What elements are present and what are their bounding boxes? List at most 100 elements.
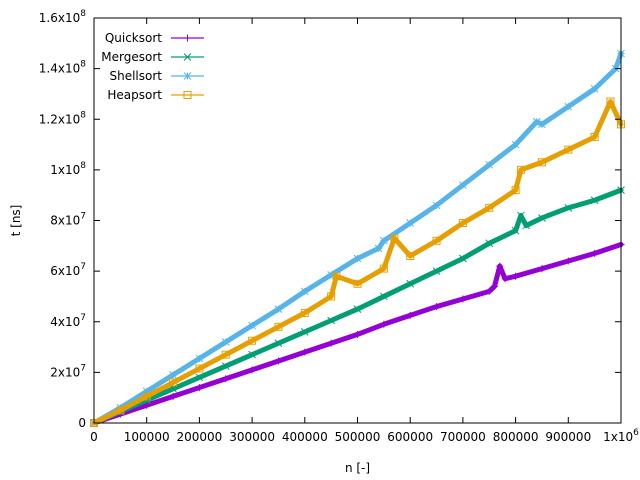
mergesort-point	[300, 328, 309, 336]
x-tick-label: 800000	[493, 430, 539, 444]
shellsort-point	[511, 140, 520, 149]
quicksort-point	[143, 401, 151, 409]
mergesort-point	[590, 196, 599, 205]
heapsort-point	[511, 186, 520, 195]
legend-item-shellsort: Shellsort	[109, 69, 204, 83]
legend-marker-icon	[183, 72, 192, 80]
quicksort-point	[564, 257, 572, 265]
legend-marker-icon	[183, 53, 192, 61]
shellsort-point	[532, 117, 541, 126]
heapsort-series	[90, 97, 625, 427]
heapsort-point	[516, 165, 525, 174]
quicksort-point	[491, 282, 499, 290]
shellsort-line	[93, 53, 622, 424]
y-tick-label: 1.4x108	[39, 60, 86, 76]
quicksort-point	[591, 249, 599, 257]
quicksort-point	[195, 384, 203, 392]
x-tick-label: 400000	[282, 430, 328, 444]
mergesort-point	[564, 203, 573, 212]
mergesort-point	[517, 211, 525, 220]
heapsort-point	[221, 350, 230, 359]
quicksort-point	[169, 392, 177, 400]
legend-label: Shellsort	[109, 69, 162, 83]
shellsort-point	[169, 371, 177, 379]
mergesort-point	[195, 373, 204, 382]
legend-label: Heapsort	[107, 88, 162, 102]
quicksort-point	[512, 272, 520, 280]
mergesort-point	[522, 221, 530, 230]
quicksort-point	[248, 366, 256, 374]
legend: Quicksort Mergesort Shellsort Heapsort	[101, 31, 204, 102]
heapsort-point	[537, 158, 546, 167]
legend-item-quicksort: Quicksort	[105, 31, 204, 45]
shellsort-point	[459, 181, 467, 189]
y-tick-label: 4x107	[50, 313, 86, 329]
heapsort-point	[379, 264, 388, 273]
mergesort-point	[406, 279, 415, 288]
shellsort-band	[91, 50, 624, 426]
y-tick-label: 8x107	[50, 212, 86, 228]
quicksort-point	[485, 287, 493, 295]
heapsort-point	[116, 406, 125, 415]
x-tick-label: 1x106	[603, 428, 639, 444]
legend-label: Mergesort	[101, 50, 162, 64]
legend-item-heapsort: Heapsort	[107, 88, 204, 102]
shellsort-series	[90, 49, 625, 427]
mergesort-point	[248, 350, 256, 359]
x-tick-label: 200000	[176, 430, 222, 444]
x-tick-label: 500000	[335, 430, 381, 444]
mergesort-point	[353, 305, 362, 313]
legend-marker-icon	[183, 91, 192, 99]
shellsort-point	[142, 387, 151, 396]
heapsort-point	[432, 236, 441, 245]
heapsort-point	[485, 203, 494, 212]
quicksort-point	[380, 320, 388, 328]
shellsort-point	[379, 236, 388, 245]
shellsort-point	[406, 219, 415, 227]
shellsort-point	[274, 305, 283, 313]
mergesort-band	[91, 187, 624, 426]
shellsort-point	[432, 201, 441, 210]
y-tick-label: 2x107	[50, 363, 86, 379]
heapsort-point	[406, 251, 415, 260]
shellsort-point	[353, 254, 362, 263]
heapsort-point	[590, 132, 599, 141]
chart-marks	[90, 49, 625, 427]
legend-marker-icon	[184, 34, 191, 42]
heapsort-point	[606, 97, 615, 106]
quicksort-point	[354, 330, 361, 338]
shellsort-point	[564, 102, 573, 111]
x-tick-label: 600000	[387, 430, 433, 444]
quicksort-point	[301, 348, 309, 356]
shellsort-point	[248, 321, 256, 330]
legend-label: Quicksort	[105, 31, 162, 45]
shellsort-point	[538, 120, 546, 129]
x-tick-label: 100000	[124, 430, 170, 444]
mergesort-point	[379, 292, 388, 301]
shellsort-point	[300, 287, 309, 296]
heapsort-point	[353, 279, 362, 288]
heapsort-point	[142, 392, 151, 401]
mergesort-point	[485, 239, 494, 248]
heapsort-point	[332, 272, 341, 281]
shellsort-point	[327, 271, 336, 279]
quicksort-point	[274, 357, 282, 365]
shellsort-point	[195, 354, 204, 363]
x-tick-label: 0	[90, 430, 98, 444]
heapsort-point	[300, 308, 309, 317]
mergesort-point	[221, 362, 230, 370]
x-tick-label: 700000	[440, 430, 486, 444]
heapsort-line	[93, 100, 622, 424]
heapsort-point	[274, 322, 283, 331]
legend-item-mergesort: Mergesort	[101, 50, 204, 64]
y-tick-label: 1x108	[50, 161, 86, 177]
mergesort-series	[90, 186, 625, 427]
heapsort-point	[248, 336, 257, 345]
quicksort-line	[93, 243, 622, 424]
x-tick-label: 300000	[229, 430, 275, 444]
quicksort-point	[327, 339, 335, 347]
quicksort-point	[459, 295, 467, 303]
quicksort-point	[406, 311, 414, 319]
quicksort-point	[222, 375, 230, 383]
